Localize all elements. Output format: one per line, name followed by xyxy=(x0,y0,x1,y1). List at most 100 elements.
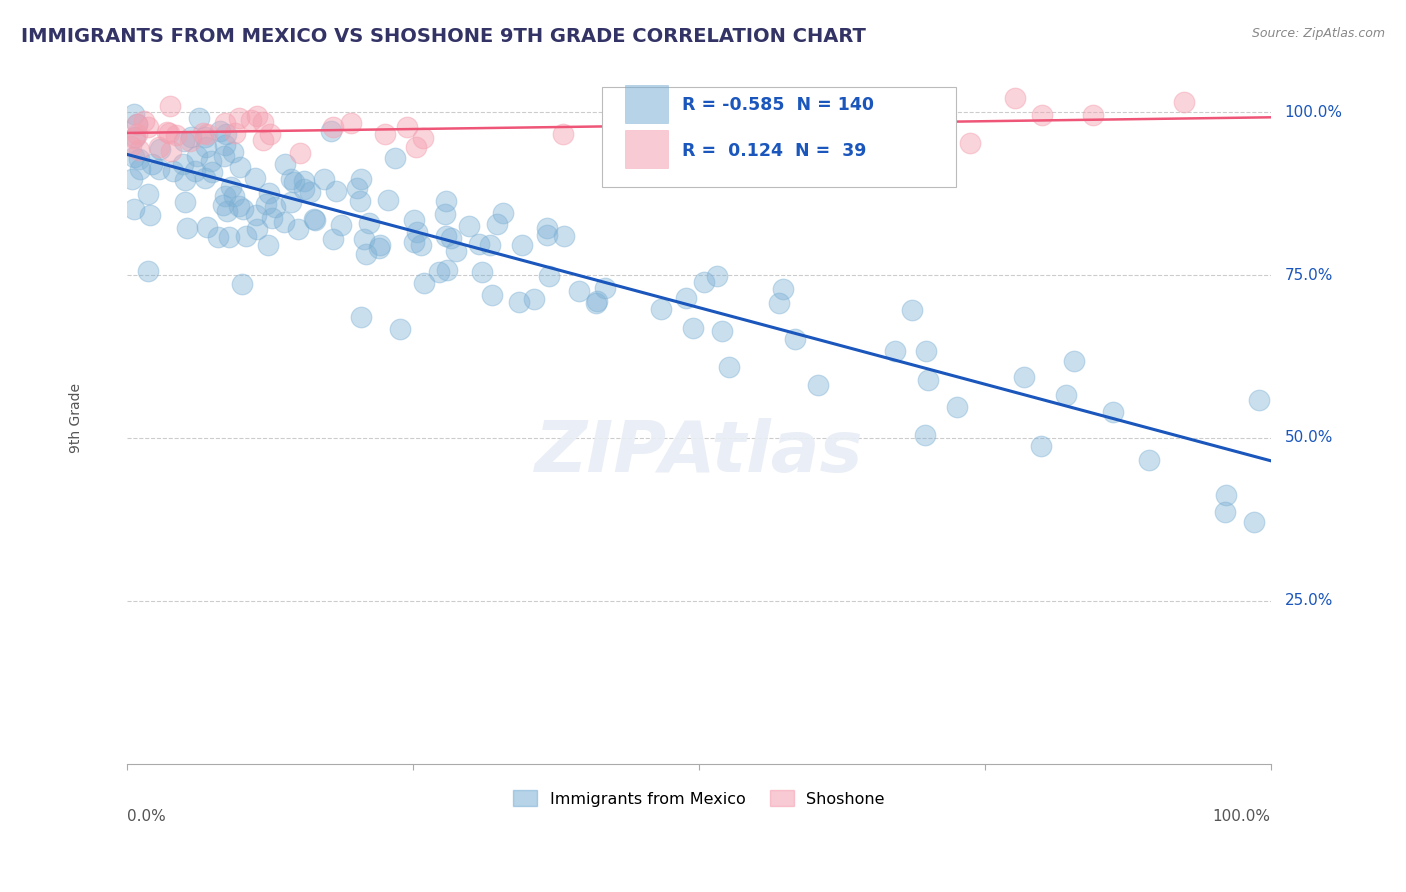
Point xyxy=(141,156,163,170)
Point xyxy=(292,174,315,188)
Point xyxy=(710,325,733,339)
Point xyxy=(349,194,371,208)
Point xyxy=(553,228,575,243)
Point xyxy=(273,215,295,229)
Point xyxy=(128,153,150,167)
Point xyxy=(492,205,515,219)
Point xyxy=(914,428,936,442)
Point xyxy=(215,127,238,141)
Point xyxy=(260,211,283,225)
Point xyxy=(179,134,201,148)
Point xyxy=(246,222,269,236)
Point xyxy=(228,199,250,213)
Point xyxy=(959,136,981,150)
Point xyxy=(586,293,609,308)
Point xyxy=(290,146,312,161)
Point xyxy=(259,128,281,142)
Point xyxy=(127,117,149,131)
Point xyxy=(436,263,458,277)
Point xyxy=(148,140,170,154)
Point xyxy=(1004,91,1026,105)
Point xyxy=(427,265,450,279)
Point xyxy=(402,213,425,227)
Point xyxy=(231,277,253,291)
Point xyxy=(287,222,309,236)
Text: 50.0%: 50.0% xyxy=(1285,431,1333,445)
Point xyxy=(319,124,342,138)
Point xyxy=(214,116,236,130)
Point xyxy=(901,117,924,131)
Point xyxy=(186,148,208,162)
Point xyxy=(485,217,508,231)
Point xyxy=(129,161,152,176)
Point xyxy=(650,301,672,316)
Point xyxy=(302,211,325,226)
Point xyxy=(162,164,184,178)
Point xyxy=(235,228,257,243)
Point xyxy=(124,130,146,145)
Point xyxy=(901,303,924,318)
Point xyxy=(195,220,218,235)
Point xyxy=(405,140,427,154)
Point xyxy=(157,126,180,140)
Point xyxy=(124,150,146,164)
Point xyxy=(377,193,399,207)
Point xyxy=(165,128,187,143)
Text: 9th Grade: 9th Grade xyxy=(69,384,83,453)
Point xyxy=(396,120,419,134)
Legend: Immigrants from Mexico, Shoshone: Immigrants from Mexico, Shoshone xyxy=(505,782,893,814)
Point xyxy=(384,151,406,165)
Point xyxy=(350,310,373,325)
Point xyxy=(274,157,297,171)
Point xyxy=(172,157,194,171)
Point xyxy=(349,172,371,186)
Point xyxy=(183,164,205,178)
Point xyxy=(136,186,159,201)
Point xyxy=(259,186,281,200)
Point xyxy=(1213,505,1236,519)
Point xyxy=(120,139,142,153)
Point xyxy=(139,208,162,222)
Point xyxy=(433,206,456,220)
Text: ZIPAtlas: ZIPAtlas xyxy=(534,418,863,487)
Point xyxy=(768,296,790,310)
Point xyxy=(945,401,967,415)
Point xyxy=(354,246,377,260)
Point xyxy=(312,172,335,186)
Point xyxy=(257,237,280,252)
Point xyxy=(917,373,939,387)
Point xyxy=(292,182,315,196)
Point xyxy=(122,202,145,216)
Text: IMMIGRANTS FROM MEXICO VS SHOSHONE 9TH GRADE CORRELATION CHART: IMMIGRANTS FROM MEXICO VS SHOSHONE 9TH G… xyxy=(21,27,866,45)
Point xyxy=(122,131,145,145)
Point xyxy=(222,189,245,203)
Point xyxy=(322,232,344,246)
Point xyxy=(1012,370,1035,384)
Point xyxy=(214,138,236,153)
Point xyxy=(434,194,457,209)
Point xyxy=(201,165,224,179)
Point xyxy=(1029,439,1052,453)
Point xyxy=(693,275,716,289)
Point xyxy=(409,238,432,252)
Point xyxy=(510,238,533,252)
Point xyxy=(481,287,503,301)
Point xyxy=(219,180,242,194)
Point xyxy=(173,135,195,149)
Point xyxy=(325,184,347,198)
Point xyxy=(718,359,741,374)
Point xyxy=(553,127,575,141)
Point xyxy=(207,229,229,244)
Point xyxy=(471,265,494,279)
Point xyxy=(370,238,392,252)
Point xyxy=(252,133,274,147)
Point xyxy=(195,140,218,154)
Point xyxy=(884,343,907,358)
Point xyxy=(132,114,155,128)
Point xyxy=(374,127,396,141)
Point xyxy=(180,129,202,144)
Point xyxy=(911,126,934,140)
Point xyxy=(138,263,160,277)
Text: 100.0%: 100.0% xyxy=(1285,104,1343,120)
Point xyxy=(1215,488,1237,502)
